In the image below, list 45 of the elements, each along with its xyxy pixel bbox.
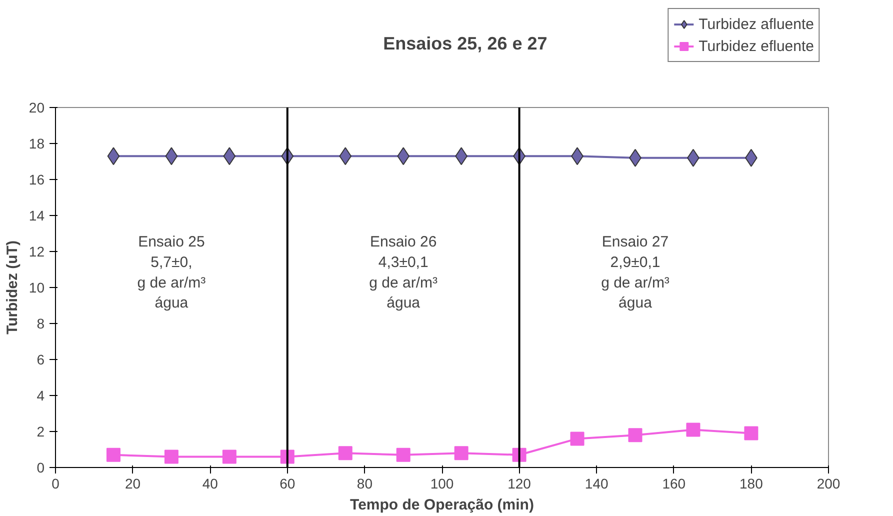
point: [454, 446, 468, 460]
x-tick-label: 40: [202, 476, 218, 492]
y-tick-label: 10: [28, 280, 45, 296]
point: [338, 446, 352, 460]
point: [570, 432, 584, 446]
y-tick-label: 14: [28, 208, 45, 224]
x-tick-label: 20: [125, 476, 141, 492]
x-tick-label: 0: [52, 476, 60, 492]
y-tick-label: 8: [36, 316, 45, 332]
y-tick-label: 12: [28, 244, 45, 260]
point: [223, 147, 236, 166]
y-tick-label: 6: [36, 352, 45, 368]
y-tick-label: 20: [28, 100, 45, 116]
point: [628, 428, 642, 442]
x-tick-label: 140: [584, 476, 608, 492]
point: [686, 422, 700, 437]
point: [397, 147, 410, 166]
y-axis-title: Turbidez (uT): [4, 240, 21, 334]
legend-label: Turbidez afluente: [698, 16, 814, 32]
y-tick-label: 0: [36, 460, 45, 476]
point: [106, 448, 120, 462]
annotation: Ensaio 25 5,7±0, g de ar/m³ água: [137, 234, 206, 312]
y-tick-label: 2: [36, 424, 45, 440]
x-tick-label: 200: [816, 476, 840, 492]
x-axis-title: Tempo de Operação (min): [350, 496, 534, 514]
y-tick-label: 18: [28, 136, 45, 152]
x-tick-label: 100: [430, 476, 454, 492]
y-tick-label: 16: [28, 172, 45, 188]
chart-title: Ensaios 25, 26 e 27: [383, 33, 548, 54]
legend-label: Turbidez efluente: [698, 38, 814, 54]
x-tick-label: 180: [740, 476, 764, 492]
x-tick-label: 60: [280, 476, 296, 492]
point: [107, 147, 120, 166]
point: [164, 450, 178, 464]
annotation: Ensaio 27 2,9±0,1 g de ar/m³ água: [601, 234, 670, 312]
point: [396, 448, 410, 462]
point: [165, 147, 178, 166]
point: [222, 450, 236, 464]
point: [339, 147, 352, 166]
x-tick-label: 160: [662, 476, 686, 492]
x-tick-label: 80: [356, 476, 373, 492]
annotation: Ensaio 26 4,3±0,1 g de ar/m³ água: [369, 234, 438, 312]
point: [744, 426, 758, 440]
y-tick-label: 4: [36, 388, 45, 404]
x-tick-label: 120: [508, 476, 532, 492]
